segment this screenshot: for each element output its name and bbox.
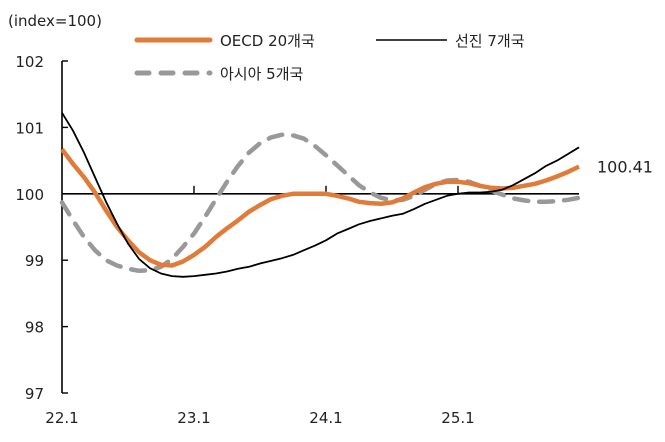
legend: OECD 20개국 선진 7개국 아시아 5개국 <box>134 32 525 83</box>
unit-label: (index=100) <box>8 12 102 30</box>
series-line-1 <box>61 112 580 278</box>
x-tick-label: 22.1 <box>45 409 78 427</box>
y-tick-label: 97 <box>25 385 44 403</box>
legend-label-oecd: OECD 20개국 <box>220 32 315 50</box>
legend-label-asia: 아시아 5개국 <box>220 65 304 83</box>
x-tick-label: 25.1 <box>441 409 474 427</box>
axes <box>61 60 579 394</box>
y-tick-label: 99 <box>25 252 44 270</box>
y-tick-label: 98 <box>25 319 44 337</box>
end-value-label: 100.41 <box>597 158 653 177</box>
x-tick-label: 23.1 <box>177 409 210 427</box>
y-tick-label: 101 <box>15 119 44 137</box>
series-lines <box>59 112 582 278</box>
y-tick-label: 100 <box>15 186 44 204</box>
tick-labels: 97 98 99 100 101 102 22.1 23.1 24.1 25.1 100.41 <box>15 53 653 427</box>
x-tick-label: 24.1 <box>309 409 342 427</box>
legend-label-g7: 선진 7개국 <box>455 32 525 50</box>
y-tick-label: 102 <box>15 53 44 71</box>
series-line-0 <box>60 147 580 268</box>
